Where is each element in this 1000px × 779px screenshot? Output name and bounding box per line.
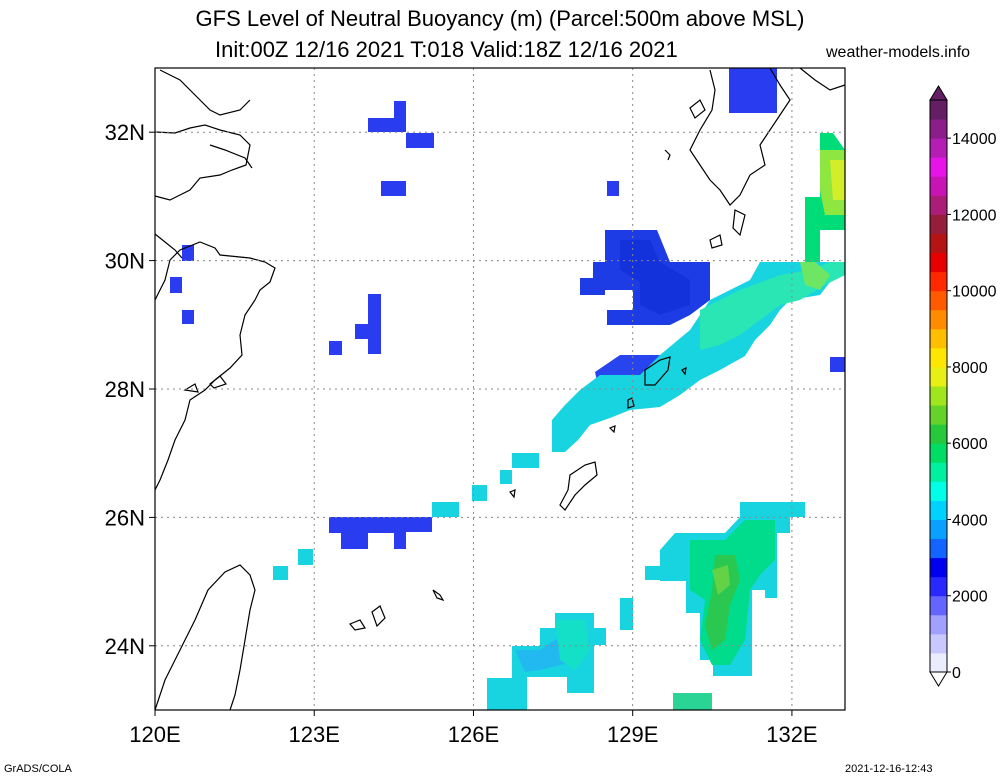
lon-label: 129E [607, 722, 658, 747]
colorbar-segment [930, 347, 947, 368]
buoyancy-field-layer [170, 68, 845, 710]
colorbar-label: 10000 [952, 284, 997, 301]
colorbar-segment [930, 405, 947, 425]
colorbar-segment [930, 157, 947, 177]
colorbar-segment [930, 309, 947, 330]
colorbar-segment [930, 595, 947, 616]
lon-axis-labels: 120E 123E 126E 129E 132E [129, 722, 817, 747]
colorbar-segment [930, 576, 947, 597]
colorbar-top-arrow [929, 85, 948, 101]
lat-label: 26N [105, 505, 145, 530]
footer-software: GrADS/COLA [4, 763, 72, 775]
colorbar-segment [930, 100, 947, 120]
lon-label: 132E [766, 722, 817, 747]
lat-label: 32N [105, 120, 145, 145]
colorbar-segment [930, 214, 947, 234]
lon-label: 120E [129, 722, 180, 747]
lon-label: 123E [289, 722, 340, 747]
colorbar: 14000 12000 10000 8000 6000 4000 2000 0 [929, 85, 997, 687]
colorbar-segment [930, 271, 947, 292]
colorbar-segment [930, 500, 947, 520]
colorbar-label: 6000 [952, 436, 988, 453]
colorbar-label: 0 [952, 665, 961, 682]
lat-label: 28N [105, 377, 145, 402]
colorbar-segment [930, 633, 947, 654]
grid-lines [155, 68, 845, 710]
colorbar-segment [930, 557, 947, 578]
colorbar-segment [930, 652, 947, 673]
colorbar-label: 8000 [952, 360, 988, 377]
colorbar-label: 2000 [952, 589, 988, 606]
colorbar-segment [930, 443, 947, 463]
colorbar-frame [929, 99, 948, 673]
colorbar-segment [930, 519, 947, 540]
footer-timestamp: 2021-12-16-12:43 [845, 763, 933, 775]
lat-label: 24N [105, 634, 145, 659]
colorbar-segment [930, 424, 947, 444]
site-label: weather-models.info [826, 44, 971, 61]
colorbar-bottom-arrow [929, 671, 948, 687]
colorbar-segment [930, 119, 947, 139]
coastline-layer [154, 67, 846, 711]
colorbar-label: 12000 [952, 207, 997, 224]
colorbar-label: 4000 [952, 512, 988, 529]
colorbar-segment [930, 233, 947, 254]
colorbar-segment [930, 538, 947, 559]
colorbar-segment [930, 290, 947, 311]
lat-axis-labels: 32N 30N 28N 26N 24N [105, 120, 145, 659]
colorbar-segment [930, 176, 947, 196]
colorbar-segment [930, 386, 947, 406]
colorbar-segment [930, 138, 947, 158]
colorbar-segment [930, 462, 947, 482]
colorbar-segment [930, 252, 947, 273]
colorbar-segment [930, 481, 947, 501]
axis-ticks [149, 131, 793, 716]
colorbar-segment [930, 366, 947, 387]
chart-title-line2: Init:00Z 12/16 2021 T:018 Valid:18Z 12/1… [215, 37, 678, 62]
colorbar-label: 14000 [952, 131, 997, 148]
colorbar-segment [930, 614, 947, 635]
colorbar-segment [930, 195, 947, 215]
chart-title-line1: GFS Level of Neutral Buoyancy (m) (Parce… [195, 6, 805, 31]
lat-label: 30N [105, 249, 145, 274]
colorbar-segment [930, 328, 947, 349]
lon-label: 126E [448, 722, 499, 747]
